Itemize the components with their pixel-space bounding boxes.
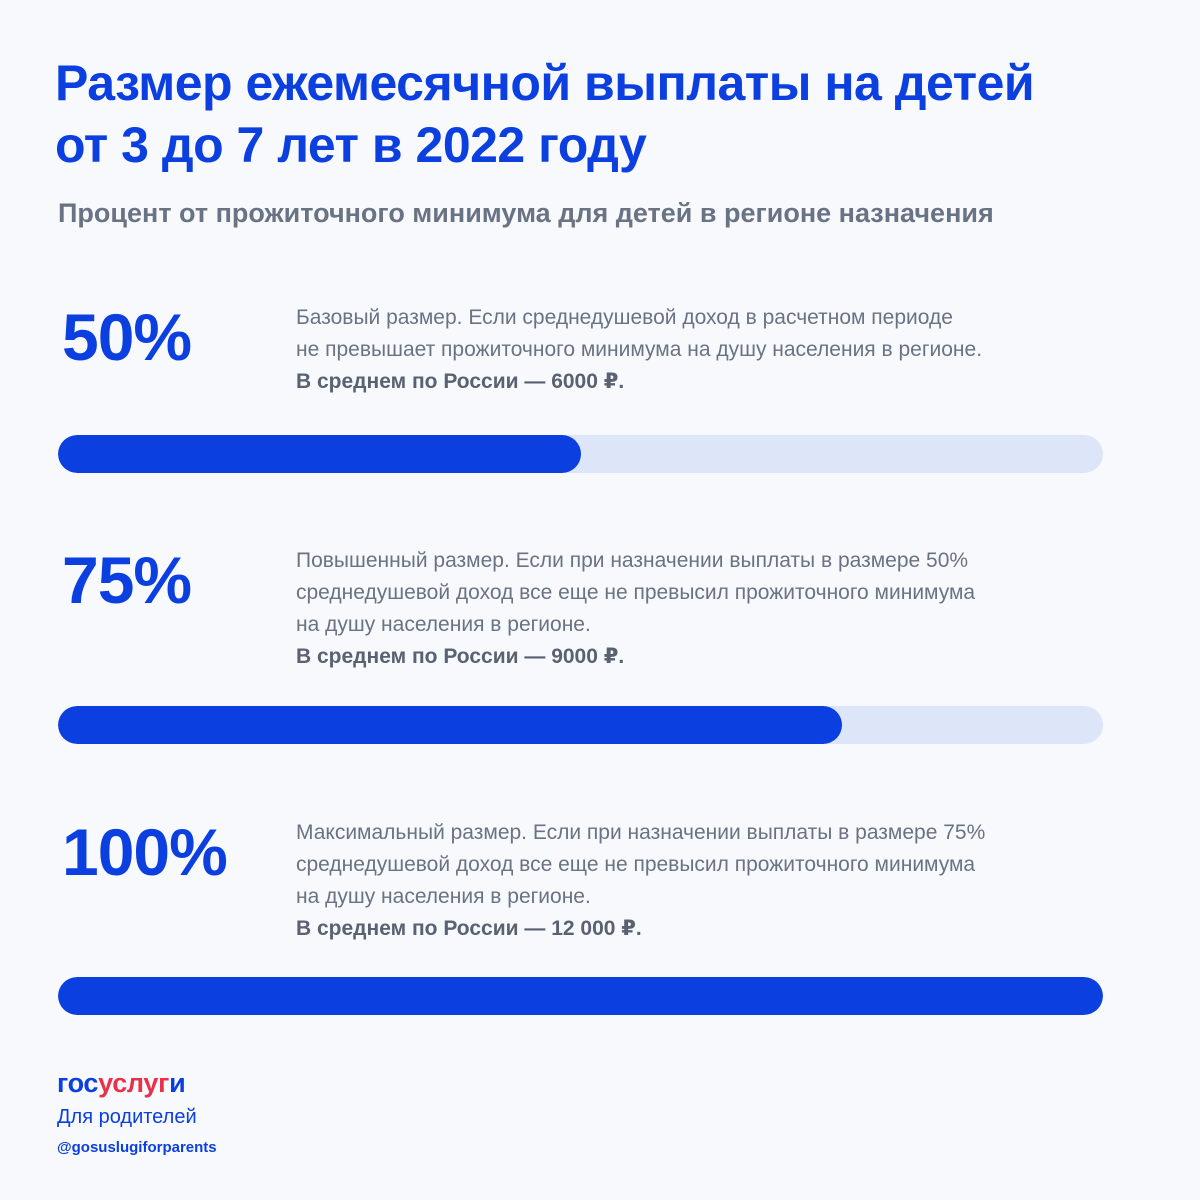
tier-description: Базовый размер. Если среднедушевой доход… xyxy=(296,302,1116,398)
tier-description: Повышенный размер. Если при назначении в… xyxy=(296,545,1116,673)
tier-description-line: среднедушевой доход все еще не превысил … xyxy=(296,853,976,876)
tier-percent-label: 50% xyxy=(62,300,192,374)
logo-subtitle: Для родителей xyxy=(57,1106,197,1128)
tier-percent-label: 100% xyxy=(62,815,228,889)
social-handle: @gosuslugiforparents xyxy=(57,1139,217,1156)
tier-description-line: Максимальный размер. Если при назначении… xyxy=(296,821,986,844)
progress-bar-75 xyxy=(58,706,1103,744)
logo-text-part: и xyxy=(169,1068,186,1098)
progress-bar-fill xyxy=(58,977,1103,1015)
tier-description-line: среднедушевой доход все еще не превысил … xyxy=(296,581,976,604)
page-title-line-1: Размер ежемесячной выплаты на детей xyxy=(55,55,1035,111)
tier-average: В среднем по России — 9000 ₽. xyxy=(296,645,625,668)
progress-bar-fill xyxy=(58,706,842,744)
tier-description-line: Повышенный размер. Если при назначении в… xyxy=(296,549,969,572)
page-subtitle: Процент от прожиточного минимума для дет… xyxy=(58,198,994,228)
tier-description-line: Базовый размер. Если среднедушевой доход… xyxy=(296,306,953,329)
page-title-line-2: от 3 до 7 лет в 2022 году xyxy=(55,117,647,173)
logo-text-part: гос xyxy=(57,1068,99,1098)
tier-description: Максимальный размер. Если при назначении… xyxy=(296,817,1116,945)
progress-bar-fill xyxy=(58,435,581,473)
progress-bar-50 xyxy=(58,435,1103,473)
tier-description-line: не превышает прожиточного минимума на ду… xyxy=(296,338,983,361)
page-title: Размер ежемесячной выплаты на детей от 3… xyxy=(55,52,1155,176)
tier-average: В среднем по России — 12 000 ₽. xyxy=(296,917,642,940)
gosuslugi-logo: госуслуги xyxy=(57,1066,186,1100)
logo-text-part: услуг xyxy=(98,1068,170,1098)
tier-percent-label: 75% xyxy=(62,543,192,617)
tier-description-line: на душу населения в регионе. xyxy=(296,885,591,908)
progress-bar-100 xyxy=(58,977,1103,1015)
tier-average: В среднем по России — 6000 ₽. xyxy=(296,370,625,393)
tier-description-line: на душу населения в регионе. xyxy=(296,613,591,636)
